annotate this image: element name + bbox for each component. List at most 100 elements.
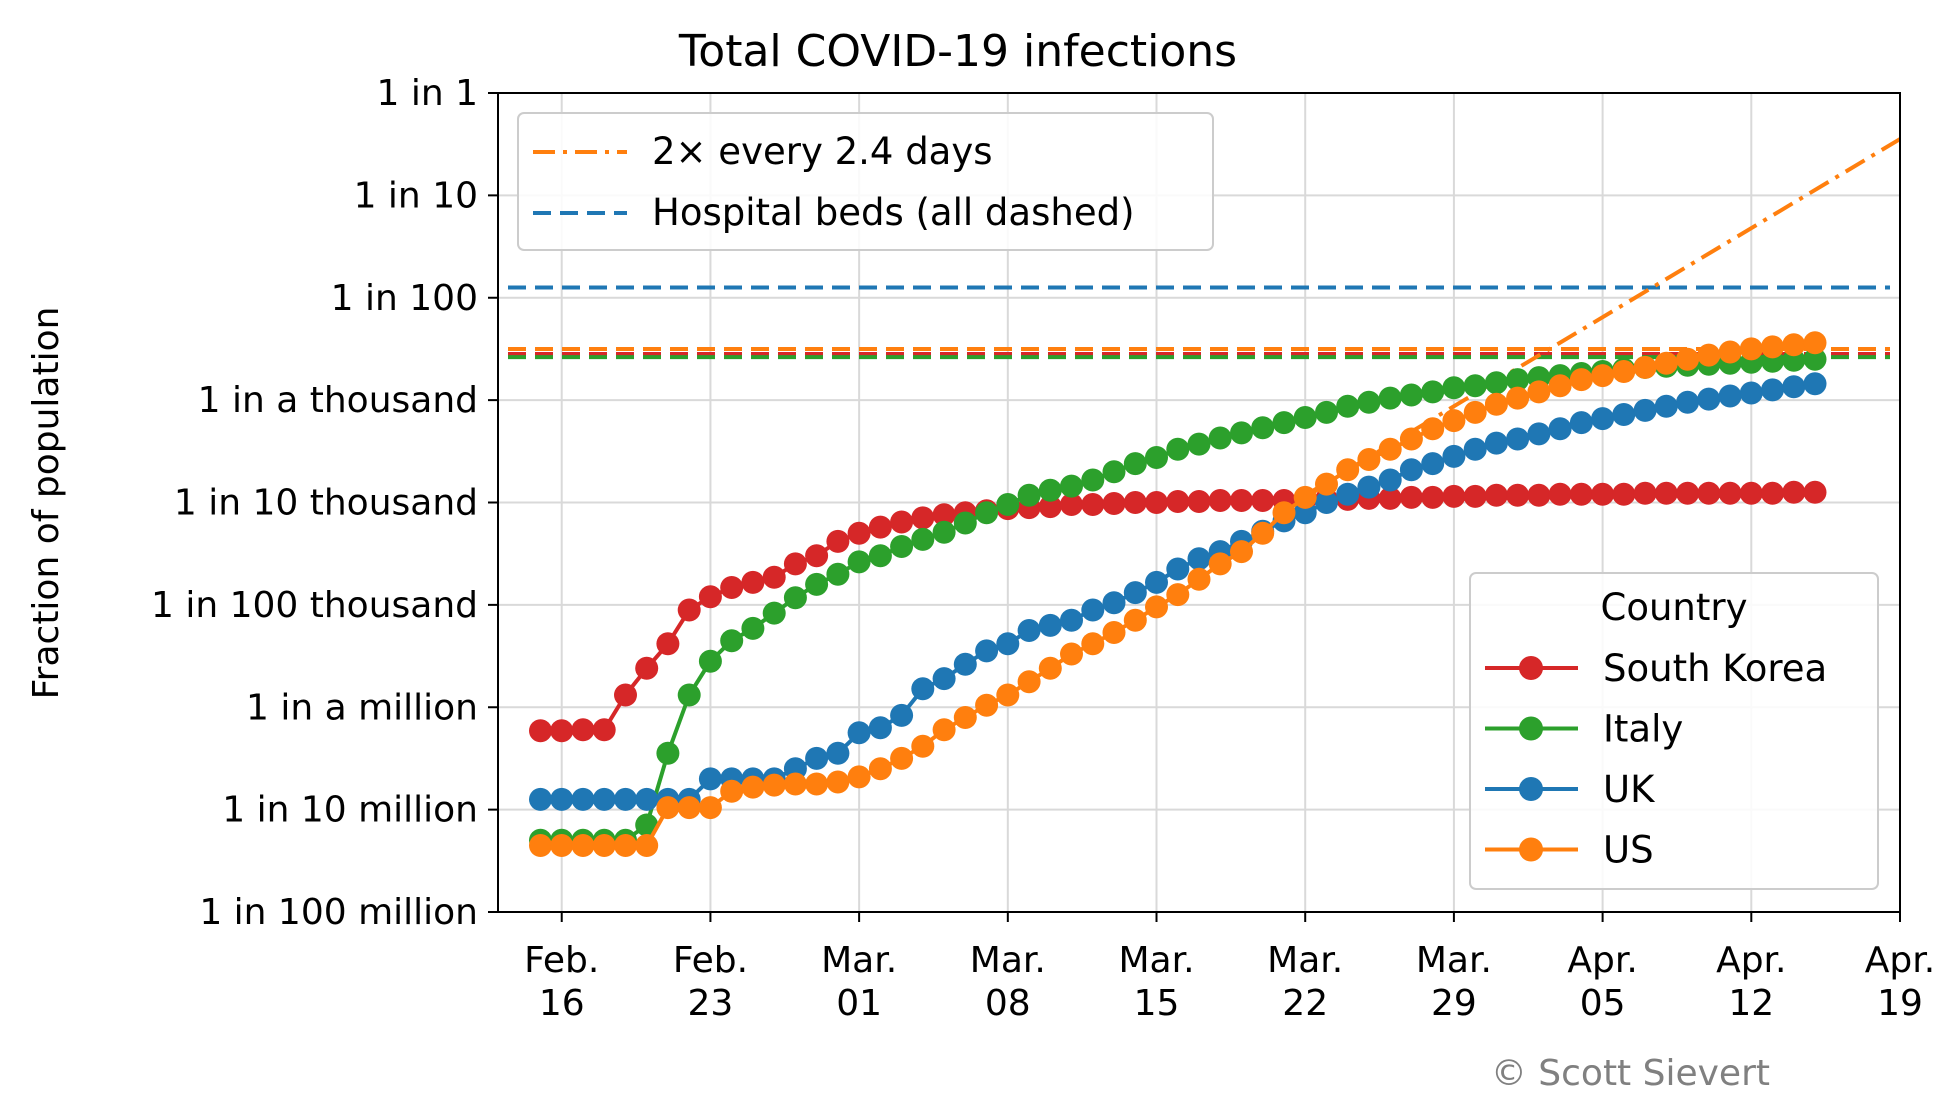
- data-point: [1676, 481, 1700, 505]
- data-point: [550, 834, 574, 857]
- data-point: [953, 652, 977, 676]
- data-point: [783, 586, 807, 610]
- data-point: [1230, 421, 1253, 445]
- x-tick-label-line: Mar.: [1118, 940, 1194, 981]
- data-point: [1336, 482, 1360, 506]
- data-point: [550, 787, 574, 811]
- data-point: [868, 757, 892, 781]
- data-point: [1803, 480, 1827, 504]
- data-point: [1102, 492, 1126, 515]
- data-point: [1782, 333, 1806, 357]
- x-tick-label-line: 08: [985, 983, 1031, 1024]
- data-point: [1145, 491, 1168, 514]
- legend-label: US: [1603, 829, 1654, 872]
- data-point: [847, 765, 871, 789]
- data-point: [1569, 368, 1593, 392]
- x-tick-label: Feb. 23: [673, 940, 748, 1024]
- legend-marker: [1519, 837, 1543, 862]
- data-point: [1527, 380, 1551, 404]
- reference-legend-box: [517, 112, 1214, 251]
- data-point: [1251, 416, 1275, 440]
- series-us: [529, 331, 1827, 857]
- data-point: [720, 779, 744, 803]
- x-tick-label-line: Mar.: [1267, 940, 1343, 981]
- data-point: [677, 683, 701, 707]
- data-point: [1272, 501, 1296, 525]
- x-tick-label-line: 19: [1877, 983, 1923, 1024]
- data-point: [1761, 481, 1784, 505]
- data-point: [1123, 452, 1147, 476]
- data-point: [996, 632, 1020, 656]
- data-point: [1102, 621, 1126, 644]
- data-point: [1421, 452, 1445, 476]
- data-point: [1081, 632, 1105, 656]
- data-point: [805, 572, 829, 596]
- data-point: [1251, 521, 1275, 545]
- data-point: [1463, 374, 1487, 398]
- y-tick-label: 1 in 100: [331, 278, 478, 319]
- data-point: [847, 550, 871, 574]
- data-point: [868, 515, 892, 539]
- data-point: [1399, 458, 1423, 482]
- data-point: [1378, 437, 1402, 461]
- data-point: [720, 576, 744, 599]
- data-point: [932, 718, 956, 742]
- data-point: [1187, 567, 1211, 591]
- data-point: [1782, 375, 1806, 399]
- data-point: [1633, 398, 1657, 422]
- data-point: [592, 718, 616, 742]
- data-point: [783, 552, 807, 576]
- country-legend: Country South Korea Italy UK US: [1469, 572, 1879, 890]
- data-point: [1506, 386, 1530, 410]
- legend-label-hospital-beds: Hospital beds (all dashed): [652, 191, 1135, 234]
- legend-label-doubling: 2× every 2.4 days: [652, 130, 993, 173]
- data-point: [592, 834, 616, 857]
- legend-marker: [1519, 716, 1543, 741]
- x-tick-label-line: Feb.: [673, 940, 748, 981]
- data-point: [762, 601, 786, 625]
- data-point: [1506, 427, 1530, 451]
- data-point: [1336, 394, 1360, 418]
- data-point: [1081, 468, 1105, 492]
- data-point: [1421, 380, 1445, 404]
- data-point: [656, 632, 680, 656]
- data-point: [571, 834, 595, 857]
- data-point: [868, 716, 892, 740]
- legend-marker: [1519, 656, 1543, 680]
- data-point: [826, 741, 850, 765]
- data-point: [1591, 482, 1615, 506]
- y-tick-label: 1 in 10 million: [222, 790, 478, 831]
- data-point: [1761, 378, 1784, 402]
- reference-legend: 2× every 2.4 days Hospital beds (all das…: [517, 112, 1214, 251]
- legend-label: Italy: [1603, 708, 1683, 751]
- data-point: [1484, 392, 1508, 416]
- data-point: [698, 585, 722, 609]
- data-point: [1378, 386, 1402, 410]
- data-point: [1506, 368, 1530, 392]
- legend-label: UK: [1603, 768, 1656, 811]
- data-point: [1463, 400, 1487, 424]
- data-point: [1442, 376, 1466, 400]
- data-point: [1484, 431, 1508, 455]
- data-point: [1569, 411, 1593, 435]
- data-point: [1230, 540, 1253, 564]
- data-point: [1718, 481, 1742, 505]
- data-point: [911, 506, 935, 530]
- data-point: [1315, 400, 1338, 424]
- data-point: [1697, 343, 1721, 367]
- data-point: [1038, 656, 1062, 680]
- data-point: [1421, 485, 1445, 509]
- data-point: [1803, 372, 1827, 396]
- data-point: [953, 706, 977, 729]
- data-point: [953, 511, 977, 535]
- data-point: [911, 527, 935, 551]
- data-point: [1803, 347, 1827, 371]
- data-point: [1357, 448, 1381, 471]
- data-point: [847, 721, 871, 745]
- data-point: [635, 813, 659, 837]
- data-point: [1442, 409, 1466, 433]
- data-point: [1145, 446, 1168, 469]
- data-point: [826, 770, 850, 794]
- x-tick-label-line: Apr.: [1716, 940, 1786, 981]
